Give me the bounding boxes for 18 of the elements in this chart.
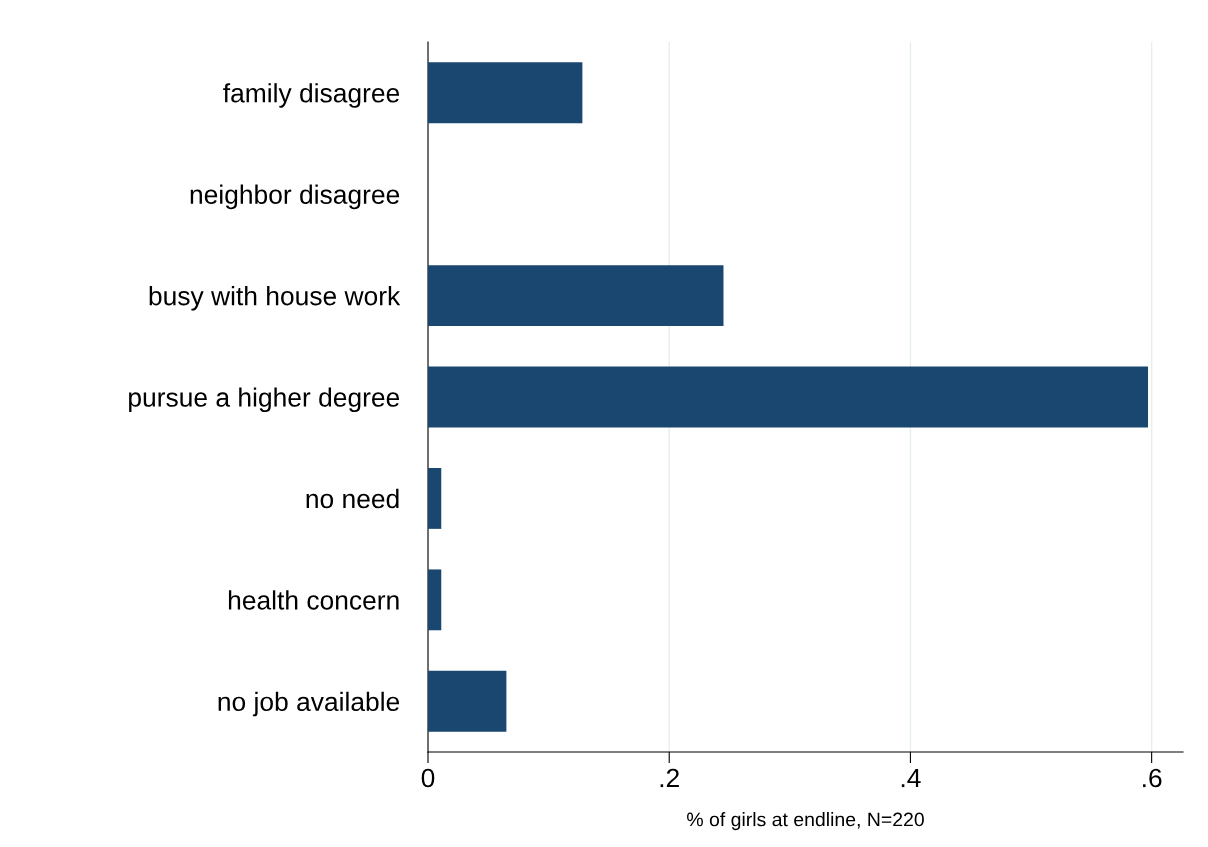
bar (428, 468, 442, 529)
bar (428, 366, 1149, 428)
bar (428, 62, 583, 124)
bar (428, 569, 442, 631)
y-tick-label: no job available (218, 691, 400, 717)
y-tick-label: pursue a higher degree (129, 387, 400, 413)
x-tick-label: .4 (901, 768, 921, 788)
y-tick-label: family disagree (223, 83, 400, 108)
bar (428, 265, 724, 326)
y-tick-label: no need (306, 488, 399, 509)
y-tick-label: busy with house work (149, 286, 401, 311)
bar (428, 670, 507, 732)
x-tick-label: .2 (660, 768, 679, 788)
x-tick-label: 0 (421, 768, 435, 788)
y-tick-label: neighbor disagree (190, 184, 400, 210)
x-tick-label: .6 (1143, 768, 1162, 788)
y-tick-label: health concern (228, 590, 399, 610)
x-axis-title: % of girls at endline, N=220 (687, 812, 924, 831)
